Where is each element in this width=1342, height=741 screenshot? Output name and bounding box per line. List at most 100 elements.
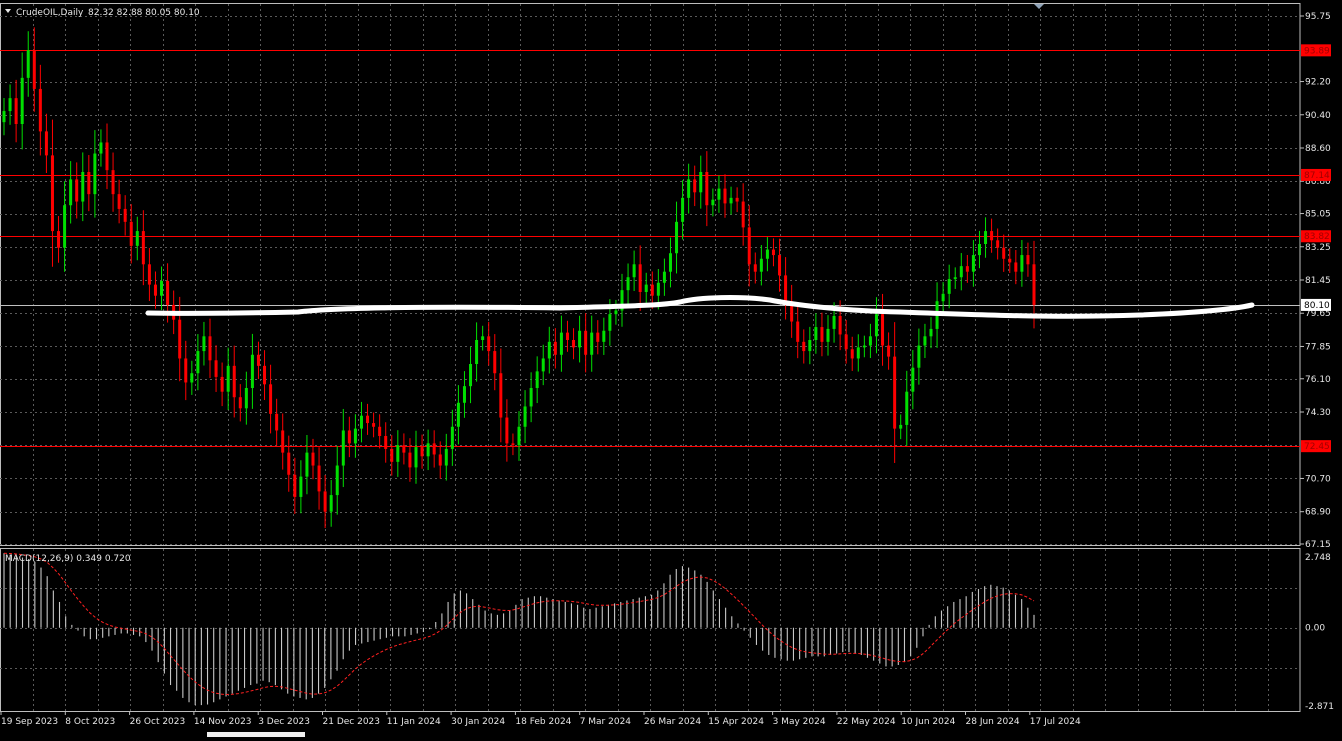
candle bbox=[796, 305, 800, 359]
candle bbox=[263, 350, 267, 400]
macd-header: MACD(12,26,9) 0.349 0.720 bbox=[5, 554, 131, 564]
shift-marker-icon[interactable] bbox=[1034, 4, 1044, 9]
candle bbox=[57, 216, 61, 263]
candle bbox=[820, 312, 824, 357]
candle bbox=[759, 245, 763, 286]
svg-text:80.10: 80.10 bbox=[1304, 301, 1330, 311]
candle bbox=[1008, 248, 1012, 273]
candle bbox=[190, 360, 194, 395]
candle bbox=[63, 181, 67, 272]
time-tick-label: 14 Nov 2023 bbox=[194, 717, 252, 727]
time-axis: 19 Sep 2023 8 Oct 2023 26 Oct 2023 14 Nov 2… bbox=[0, 711, 1081, 737]
candle bbox=[620, 273, 624, 327]
candle bbox=[584, 313, 588, 373]
candle bbox=[565, 320, 569, 352]
candle bbox=[359, 401, 363, 443]
candle bbox=[905, 370, 909, 446]
candle bbox=[850, 336, 854, 371]
collapse-triangle-icon[interactable] bbox=[5, 9, 11, 13]
candle bbox=[693, 165, 697, 207]
candle bbox=[529, 372, 533, 423]
candle bbox=[802, 329, 806, 364]
candle bbox=[535, 356, 539, 404]
time-tick-label: 7 Mar 2024 bbox=[580, 717, 632, 727]
macd-pane bbox=[3, 552, 1035, 706]
candle bbox=[208, 318, 212, 378]
price-pane-border bbox=[0, 3, 1301, 546]
trend-drawing bbox=[145, 295, 1255, 319]
chart-tab[interactable] bbox=[207, 732, 305, 737]
candle bbox=[632, 250, 636, 291]
candle bbox=[590, 315, 594, 372]
candle bbox=[705, 151, 709, 227]
candle bbox=[547, 326, 551, 374]
candle bbox=[329, 480, 333, 527]
level-price-label: 83.82 bbox=[1301, 230, 1331, 243]
time-tick-label: 26 Mar 2024 bbox=[644, 717, 701, 727]
chart-header: CrudeOIL,Daily 82.32 82.88 80.05 80.10 bbox=[5, 4, 1044, 18]
price-tick-label: 83.25 bbox=[1305, 243, 1331, 253]
candle bbox=[923, 323, 927, 358]
svg-text:72.45: 72.45 bbox=[1304, 442, 1330, 452]
time-tick-label: 21 Dec 2023 bbox=[323, 717, 381, 727]
candle bbox=[38, 64, 42, 156]
candle bbox=[178, 296, 182, 382]
candle bbox=[202, 321, 206, 366]
price-tick-label: 67.15 bbox=[1305, 540, 1331, 550]
candle bbox=[232, 345, 236, 418]
time-tick-label: 8 Oct 2023 bbox=[65, 717, 115, 727]
price-tick-label: 79.65 bbox=[1305, 309, 1331, 319]
candle bbox=[20, 52, 24, 150]
candle bbox=[105, 123, 109, 190]
candle bbox=[977, 230, 981, 269]
time-tick-label: 3 May 2024 bbox=[773, 717, 826, 727]
candle bbox=[75, 162, 79, 219]
candle bbox=[117, 179, 121, 224]
candle bbox=[687, 163, 691, 214]
time-tick-label: 3 Dec 2023 bbox=[258, 717, 310, 727]
candle bbox=[396, 430, 400, 477]
candle bbox=[729, 186, 733, 215]
candle bbox=[432, 430, 436, 468]
price-tick-label: 86.80 bbox=[1305, 177, 1331, 187]
candle bbox=[602, 317, 606, 355]
candle bbox=[862, 335, 866, 358]
candle bbox=[517, 411, 521, 461]
candle bbox=[887, 332, 891, 370]
candle bbox=[26, 31, 30, 97]
candle bbox=[753, 252, 757, 284]
candle bbox=[293, 457, 297, 514]
macd-tick-label: 0.00 bbox=[1305, 624, 1325, 634]
candle bbox=[111, 152, 115, 212]
candle bbox=[929, 317, 933, 349]
price-tick-label: 68.90 bbox=[1305, 508, 1331, 518]
candlestick-series bbox=[2, 27, 1036, 529]
time-tick-label: 19 Sep 2023 bbox=[1, 717, 58, 727]
price-tick-label: 90.40 bbox=[1305, 111, 1331, 121]
candle bbox=[384, 422, 388, 463]
candle bbox=[778, 238, 782, 292]
candle bbox=[1014, 250, 1018, 285]
candle bbox=[147, 247, 151, 301]
candle bbox=[735, 187, 739, 213]
candle bbox=[874, 297, 878, 354]
candle bbox=[438, 441, 442, 479]
candle bbox=[808, 326, 812, 365]
candle bbox=[50, 119, 54, 267]
candle bbox=[675, 201, 679, 274]
candle bbox=[723, 174, 727, 218]
candle bbox=[275, 398, 279, 446]
candle bbox=[8, 84, 12, 125]
price-tick-label: 92.20 bbox=[1305, 78, 1331, 88]
candle bbox=[899, 414, 903, 440]
price-tick-label: 77.85 bbox=[1305, 342, 1331, 352]
candle bbox=[378, 414, 382, 449]
macd-signal-line bbox=[3, 552, 1035, 696]
candle bbox=[1020, 240, 1024, 287]
candle bbox=[996, 228, 1000, 260]
trend-line-drawing[interactable] bbox=[145, 295, 1255, 319]
candle bbox=[256, 341, 260, 379]
time-tick-label: 18 Feb 2024 bbox=[515, 717, 571, 727]
candle bbox=[559, 315, 563, 372]
